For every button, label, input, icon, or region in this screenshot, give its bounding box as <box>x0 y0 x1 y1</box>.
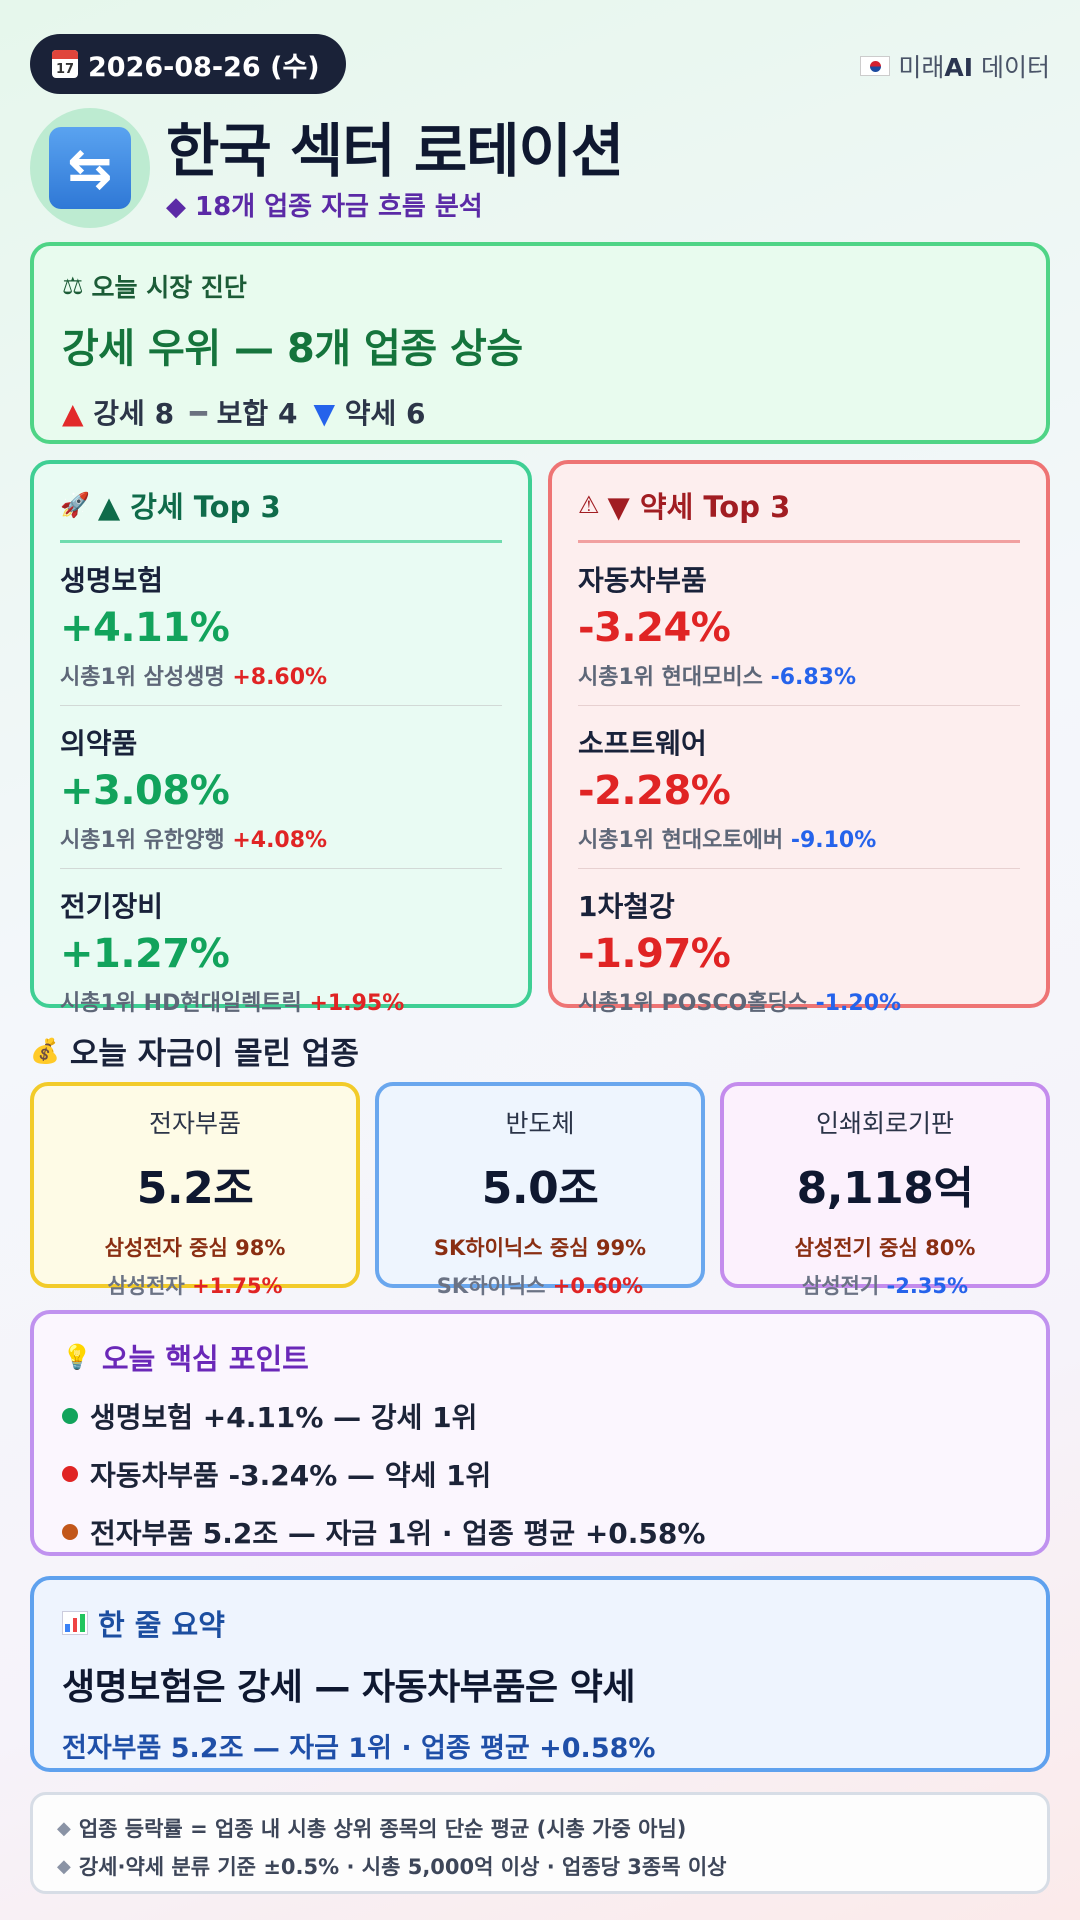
key-points-card: 💡 오늘 핵심 포인트 생명보험 +4.11% — 강세 1위 자동차부품 -3… <box>30 1310 1050 1556</box>
list-item: 1차철강 -1.97% 시총1위 POSCO홀딩스 -1.20% <box>578 890 902 1016</box>
diagnosis-label: ⚖ 오늘 시장 진단 <box>62 272 247 302</box>
bullet-dot-icon <box>62 1466 78 1482</box>
lightbulb-icon: 💡 <box>62 1343 92 1371</box>
money-bag-icon: 💰 <box>30 1036 60 1065</box>
scale-icon: ⚖ <box>62 272 84 300</box>
date-badge: 17 2026-08-26 (수) <box>30 34 346 94</box>
footnotes: ◆ 업종 등락률 = 업종 내 시총 상위 종목의 단순 평균 (시총 가중 아님… <box>30 1792 1050 1894</box>
strong-top3-card: 🚀 ▲ 강세 Top 3 생명보험 +4.11% 시총1위 삼성생명 +8.60… <box>30 460 532 1016</box>
list-item: 전자부품 5.2조 — 자금 1위 · 업종 평균 +0.58% <box>62 1512 1018 1552</box>
list-item: 소프트웨어 -2.28% 시총1위 현대오토에버 -9.10% <box>578 706 1020 869</box>
list-item: 의약품 +3.08% 시총1위 유한양행 +4.08% <box>60 706 502 869</box>
summary-subline: 전자부품 5.2조 — 자금 1위 · 업종 평균 +0.58% <box>62 1733 656 1764</box>
summary-headline: 생명보험은 강세 — 자동차부품은 약세 <box>62 1667 635 1708</box>
money-section-title: 💰 오늘 자금이 몰린 업종 <box>30 1036 359 1072</box>
source-text: 미래AI 데이터 <box>898 53 1050 82</box>
neutral-count: ━ 보합 4 <box>190 397 298 430</box>
summary-card: 한 줄 요약 생명보험은 강세 — 자동차부품은 약세 전자부품 5.2조 — … <box>30 1576 1050 1772</box>
rotation-logo: ⇆ <box>30 108 150 228</box>
list-item: 자동차부품 -3.24% — 약세 1위 <box>62 1454 1018 1494</box>
strong-count: ▲ 강세 8 <box>62 397 175 430</box>
strong-top3-header: 🚀 ▲ 강세 Top 3 <box>60 484 502 543</box>
bullet-dot-icon <box>62 1408 78 1424</box>
weak-top3-card: ⚠ ▼ 약세 Top 3 자동차부품 -3.24% 시총1위 현대모비스 -6.… <box>548 460 1050 1016</box>
bullet-dot-icon <box>62 1524 78 1540</box>
rotate-arrows-icon: ⇆ <box>49 127 131 209</box>
calendar-icon: 17 <box>52 50 78 78</box>
list-item: 전기장비 +1.27% 시총1위 HD현대일렉트릭 +1.95% <box>60 890 405 1016</box>
korea-flag-icon <box>860 56 891 76</box>
summary-title: 한 줄 요약 <box>62 1602 1018 1644</box>
diagnosis-headline: 강세 우위 — 8개 업종 상승 <box>62 326 523 372</box>
weak-count: ▼ 약세 6 <box>313 397 426 430</box>
data-source: 미래AI 데이터 <box>860 48 1050 84</box>
money-card-electronic-parts: 전자부품 5.2조 삼성전자 중심 98% 삼성전자 +1.75% <box>30 1082 360 1298</box>
list-item: 생명보험 +4.11% — 강세 1위 <box>62 1396 1018 1436</box>
money-card-semiconductor: 반도체 5.0조 SK하이닉스 중심 99% SK하이닉스 +0.60% <box>375 1082 705 1298</box>
footnote: ◆ 업종 등락률 = 업종 내 시총 상위 종목의 단순 평균 (시총 가중 아님… <box>57 1817 687 1841</box>
key-points-title: 💡 오늘 핵심 포인트 <box>62 1342 309 1376</box>
date-text: 2026-08-26 (수) <box>88 51 320 83</box>
warning-icon: ⚠ <box>578 491 600 519</box>
money-card-pcb: 인쇄회로기판 8,118억 삼성전기 중심 80% 삼성전기 -2.35% <box>720 1082 1050 1298</box>
market-diagnosis-card: ⚖ 오늘 시장 진단 강세 우위 — 8개 업종 상승 ▲ 강세 8 ━ 보합 … <box>30 242 1050 444</box>
list-item: 생명보험 +4.11% 시총1위 삼성생명 +8.60% <box>60 543 502 706</box>
list-item: 자동차부품 -3.24% 시총1위 현대모비스 -6.83% <box>578 543 1020 706</box>
page-subtitle: ◆ 18개 업종 자금 흐름 분석 <box>166 192 483 222</box>
diagnosis-counts: ▲ 강세 8 ━ 보합 4 ▼ 약세 6 <box>62 392 1018 432</box>
rocket-icon: 🚀 <box>60 491 90 519</box>
footnote: ◆ 강세·약세 분류 기준 ±0.5% · 시총 5,000억 이상 · 업종당 … <box>57 1855 727 1879</box>
weak-top3-header: ⚠ ▼ 약세 Top 3 <box>578 484 1020 543</box>
bar-chart-icon <box>62 1611 88 1635</box>
page-title: 한국 섹터 로테이션 <box>166 117 624 185</box>
